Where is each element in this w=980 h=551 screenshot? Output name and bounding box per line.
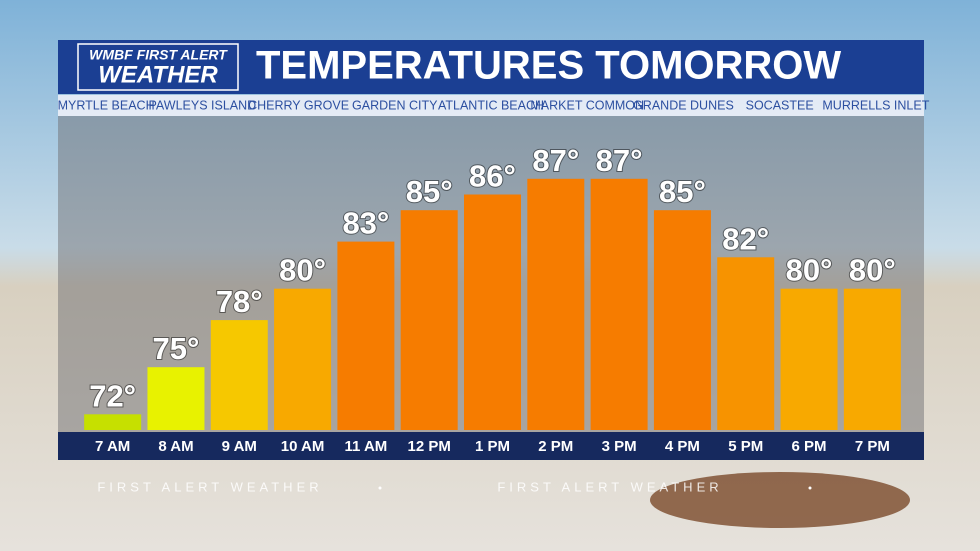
location-label: GRANDE DUNES bbox=[633, 98, 734, 112]
location-label: PAWLEYS ISLAND bbox=[148, 98, 256, 112]
bar bbox=[717, 257, 775, 430]
value-label: 82° bbox=[722, 221, 769, 256]
ticker-text: FIRST ALERT WEATHER bbox=[497, 479, 722, 494]
bar bbox=[653, 210, 711, 430]
value-label: 87° bbox=[596, 143, 643, 178]
x-tick-label: 5 PM bbox=[728, 438, 763, 455]
value-label: 85° bbox=[406, 174, 453, 209]
ticker-dot bbox=[808, 486, 812, 490]
location-label: MARKET COMMON bbox=[530, 98, 644, 112]
x-tick-label: 11 AM bbox=[344, 438, 387, 455]
bar bbox=[780, 288, 838, 430]
bar bbox=[147, 367, 205, 430]
bar bbox=[400, 210, 458, 430]
location-strip bbox=[58, 95, 924, 116]
value-label: 87° bbox=[532, 143, 579, 178]
x-tick-label: 7 AM bbox=[95, 438, 130, 455]
location-label: GARDEN CITY bbox=[352, 98, 438, 112]
x-tick-label: 6 PM bbox=[792, 438, 827, 455]
ticker-text: FIRST ALERT WEATHER bbox=[97, 479, 322, 494]
value-label: 75° bbox=[153, 331, 200, 366]
location-label: MURRELLS INLET bbox=[822, 98, 929, 112]
bar bbox=[274, 288, 332, 430]
bar bbox=[590, 178, 648, 430]
x-tick-label: 7 PM bbox=[855, 438, 890, 455]
location-label: CHERRY GROVE bbox=[248, 98, 349, 112]
category-strip bbox=[58, 432, 924, 460]
x-tick-label: 8 AM bbox=[158, 438, 193, 455]
bar bbox=[210, 320, 268, 430]
logo-box bbox=[77, 43, 239, 91]
value-label: 78° bbox=[216, 284, 263, 319]
sandals bbox=[650, 472, 910, 528]
x-tick-label: 2 PM bbox=[538, 438, 573, 455]
value-label: 72° bbox=[89, 378, 136, 413]
x-tick-label: 9 AM bbox=[222, 438, 257, 455]
value-label: 85° bbox=[659, 174, 706, 209]
value-label: 80° bbox=[786, 253, 833, 288]
chart-title: TEMPERATURES TOMORROW bbox=[256, 44, 841, 88]
x-tick-label: 4 PM bbox=[665, 438, 700, 455]
x-tick-label: 12 PM bbox=[408, 438, 451, 455]
bar bbox=[464, 194, 521, 430]
location-label: SOCASTEE bbox=[746, 98, 814, 112]
x-tick-label: 3 PM bbox=[602, 438, 637, 455]
bar bbox=[843, 288, 901, 430]
bar bbox=[84, 414, 142, 430]
ticker-dot bbox=[378, 486, 382, 490]
x-tick-label: 1 PM bbox=[475, 438, 510, 455]
logo-line2: WEATHER bbox=[98, 61, 218, 88]
x-tick-label: 10 AM bbox=[281, 438, 325, 455]
logo-line1: WMBF FIRST ALERT bbox=[89, 47, 228, 63]
bar bbox=[337, 241, 395, 430]
value-label: 80° bbox=[279, 253, 326, 288]
value-label: 86° bbox=[469, 159, 516, 194]
location-label: ATLANTIC BEACH bbox=[438, 98, 544, 112]
bar bbox=[527, 178, 585, 430]
value-label: 80° bbox=[849, 253, 896, 288]
location-label: MYRTLE BEACH bbox=[58, 98, 155, 112]
value-label: 83° bbox=[342, 206, 389, 241]
